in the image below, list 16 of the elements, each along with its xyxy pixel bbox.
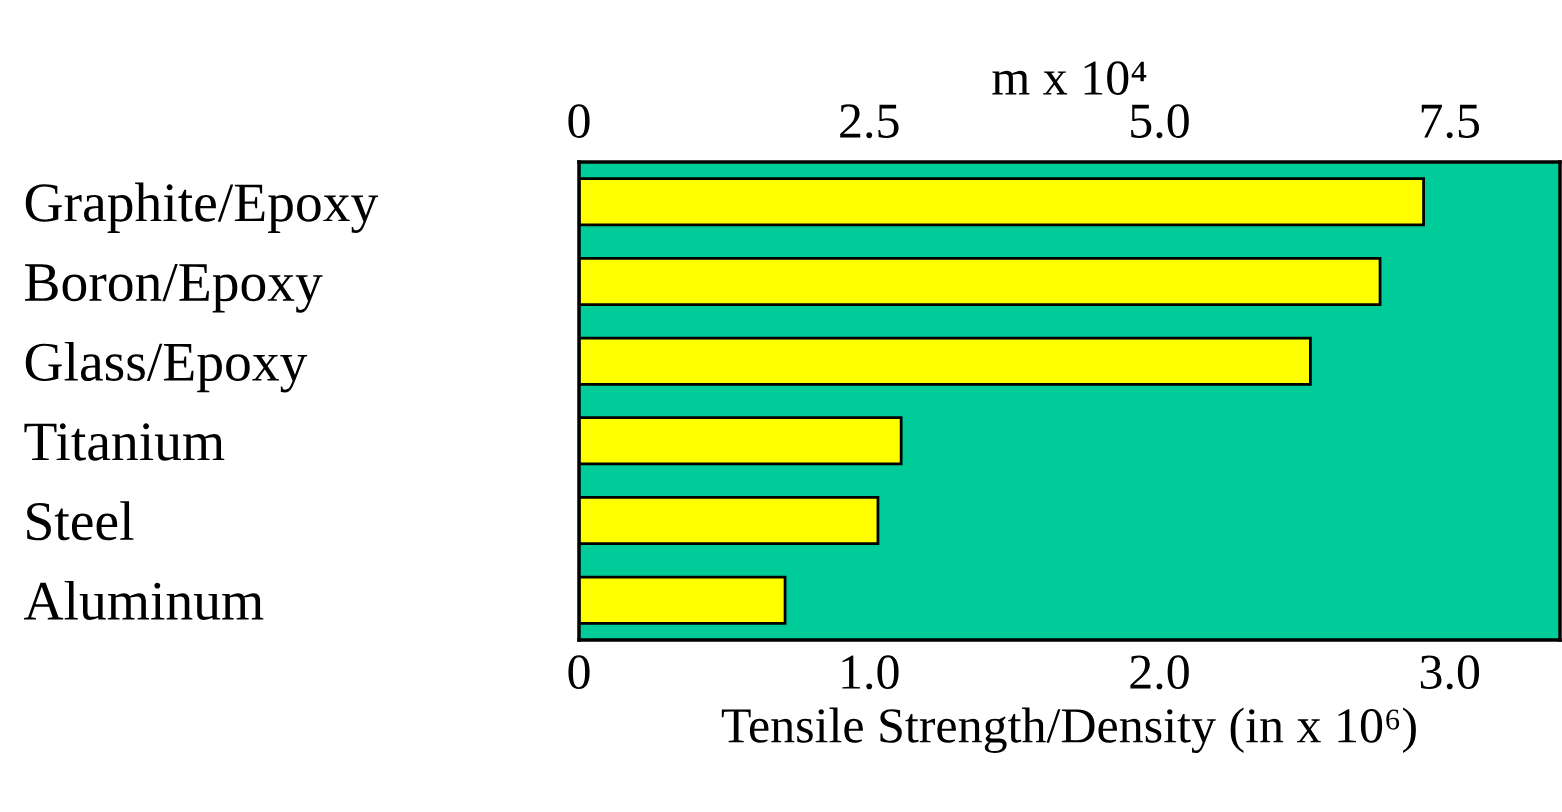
x2-tick-label: 2.5 bbox=[840, 104, 899, 139]
x-tick-label: 3.0 bbox=[1420, 655, 1480, 690]
x2-tick-label: 0 bbox=[568, 104, 590, 138]
y-tick-label: Glass/Epoxy bbox=[25, 341, 308, 393]
y-tick-label: Aluminum bbox=[23, 580, 264, 620]
x2-tick-label: 7.5 bbox=[1421, 104, 1480, 139]
x-tick-label: 1.0 bbox=[842, 655, 899, 690]
x2-axis-title: m x 10⁴ bbox=[992, 61, 1147, 95]
x-tick-label: 0 bbox=[568, 655, 590, 690]
y-tick-label: Graphite/Epoxy bbox=[25, 182, 379, 234]
x-tick-label: 2.0 bbox=[1130, 655, 1189, 690]
x-axis-title: Tensile Strength/Density (in x 10⁶) bbox=[721, 707, 1416, 754]
y-tick-label: Titanium bbox=[24, 423, 225, 461]
x2-tick-label: 5.0 bbox=[1131, 104, 1189, 139]
y-tick-label: Boron/Epoxy bbox=[25, 264, 323, 313]
y-tick-label: Steel bbox=[27, 501, 134, 541]
